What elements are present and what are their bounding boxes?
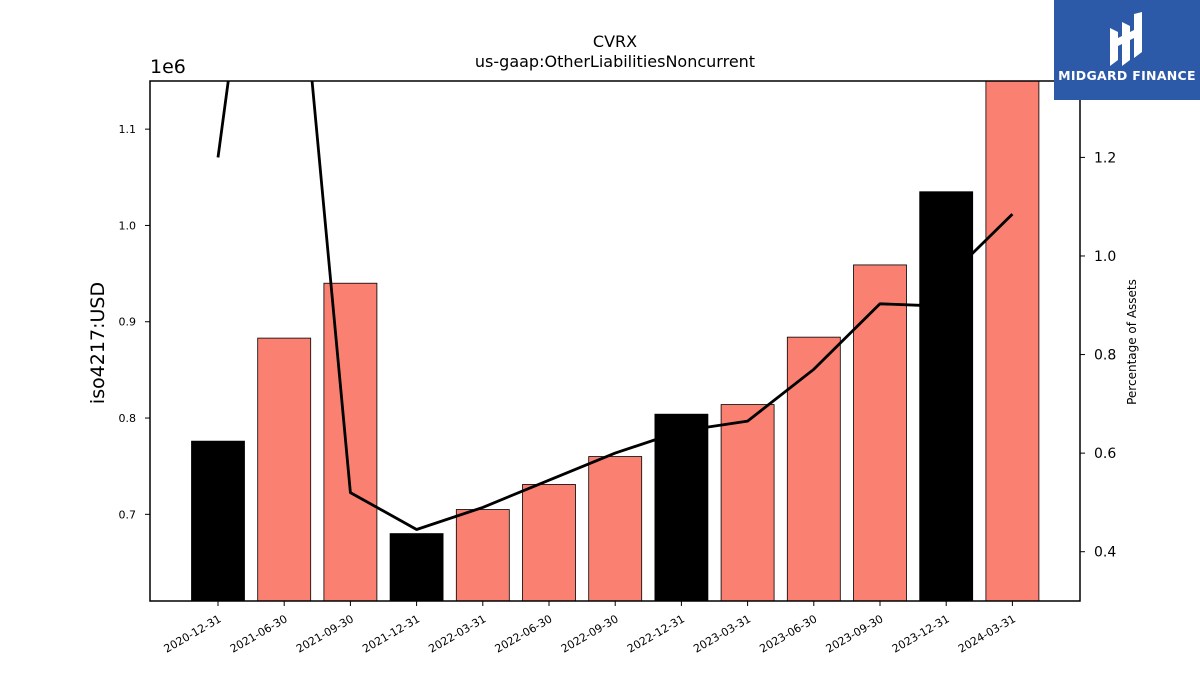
y-tick-label: 0.7 — [119, 508, 137, 521]
chart-subtitle: us-gaap:OtherLiabilitiesNoncurrent — [474, 52, 756, 71]
x-tick-label: 2022-06-30 — [493, 612, 555, 655]
bar-2023-12-31 — [919, 191, 974, 602]
bar-2021-12-31 — [389, 533, 444, 602]
x-tick-label: 2023-06-30 — [757, 612, 819, 655]
y-tick-label: 1.0 — [119, 219, 137, 232]
y-axis-label: iso4217:USD — [87, 281, 109, 405]
x-tick-label: 2021-06-30 — [228, 612, 290, 655]
bar-2021-06-30 — [257, 337, 312, 602]
y2-tick-label: 0.8 — [1094, 348, 1116, 364]
x-tick-label: 2024-03-31 — [956, 612, 1018, 655]
bar-2023-06-30 — [786, 336, 841, 602]
x-tick-label: 2023-12-31 — [890, 612, 952, 655]
bars-group — [191, 80, 1040, 602]
y2-tick-label: 0.4 — [1094, 545, 1116, 561]
x-tick-label: 2022-09-30 — [559, 612, 621, 655]
x-tick-label: 2022-12-31 — [625, 612, 687, 655]
x-tick-label: 2020-12-31 — [162, 612, 224, 655]
bar-2022-09-30 — [588, 456, 643, 602]
pct-assets-line — [216, 81, 1014, 531]
bar-2024-03-31 — [985, 80, 1040, 602]
bar-2022-06-30 — [522, 484, 576, 602]
bar-2022-03-31 — [455, 509, 510, 602]
line-layer — [216, 81, 1014, 531]
y2-tick-label: 1.2 — [1094, 150, 1116, 166]
y-tick-label: 0.8 — [119, 412, 137, 425]
y2-tick-label: 0.6 — [1094, 446, 1116, 462]
bar-2020-12-31 — [191, 440, 245, 602]
y2-tick-label: 1.0 — [1094, 249, 1116, 265]
secondary-y-axis-label: Percentage of Assets — [1125, 279, 1139, 405]
right-axis-ticks: 0.4 0.6 0.8 1.0 1.2 — [1080, 150, 1116, 561]
left-axis-ticks: 0.7 0.8 0.9 1.0 1.1 — [119, 123, 150, 521]
bar-2022-12-31 — [654, 413, 709, 602]
y-tick-label: 0.9 — [119, 316, 137, 329]
y-tick-label: 1.1 — [119, 123, 137, 136]
bar-2023-09-30 — [853, 264, 907, 602]
x-tick-label: 2021-12-31 — [360, 612, 422, 655]
x-tick-label: 2021-09-30 — [294, 612, 356, 655]
logo-mark-icon — [1110, 12, 1142, 66]
brand-logo: MIDGARD FINANCE — [1054, 0, 1200, 100]
chart-title: CVRX — [592, 32, 638, 51]
y-axis-exponent: 1e6 — [150, 56, 186, 78]
x-axis-ticks: 2020-12-31 2021-06-30 2021-09-30 2021-12-31… — [162, 601, 1018, 656]
bar-2023-03-31 — [720, 404, 775, 602]
x-tick-label: 2023-03-31 — [691, 612, 753, 655]
bar-2021-09-30 — [323, 282, 378, 602]
logo-text: MIDGARD FINANCE — [1058, 68, 1196, 83]
x-tick-label: 2023-09-30 — [824, 612, 886, 655]
x-tick-label: 2022-03-31 — [426, 612, 488, 655]
